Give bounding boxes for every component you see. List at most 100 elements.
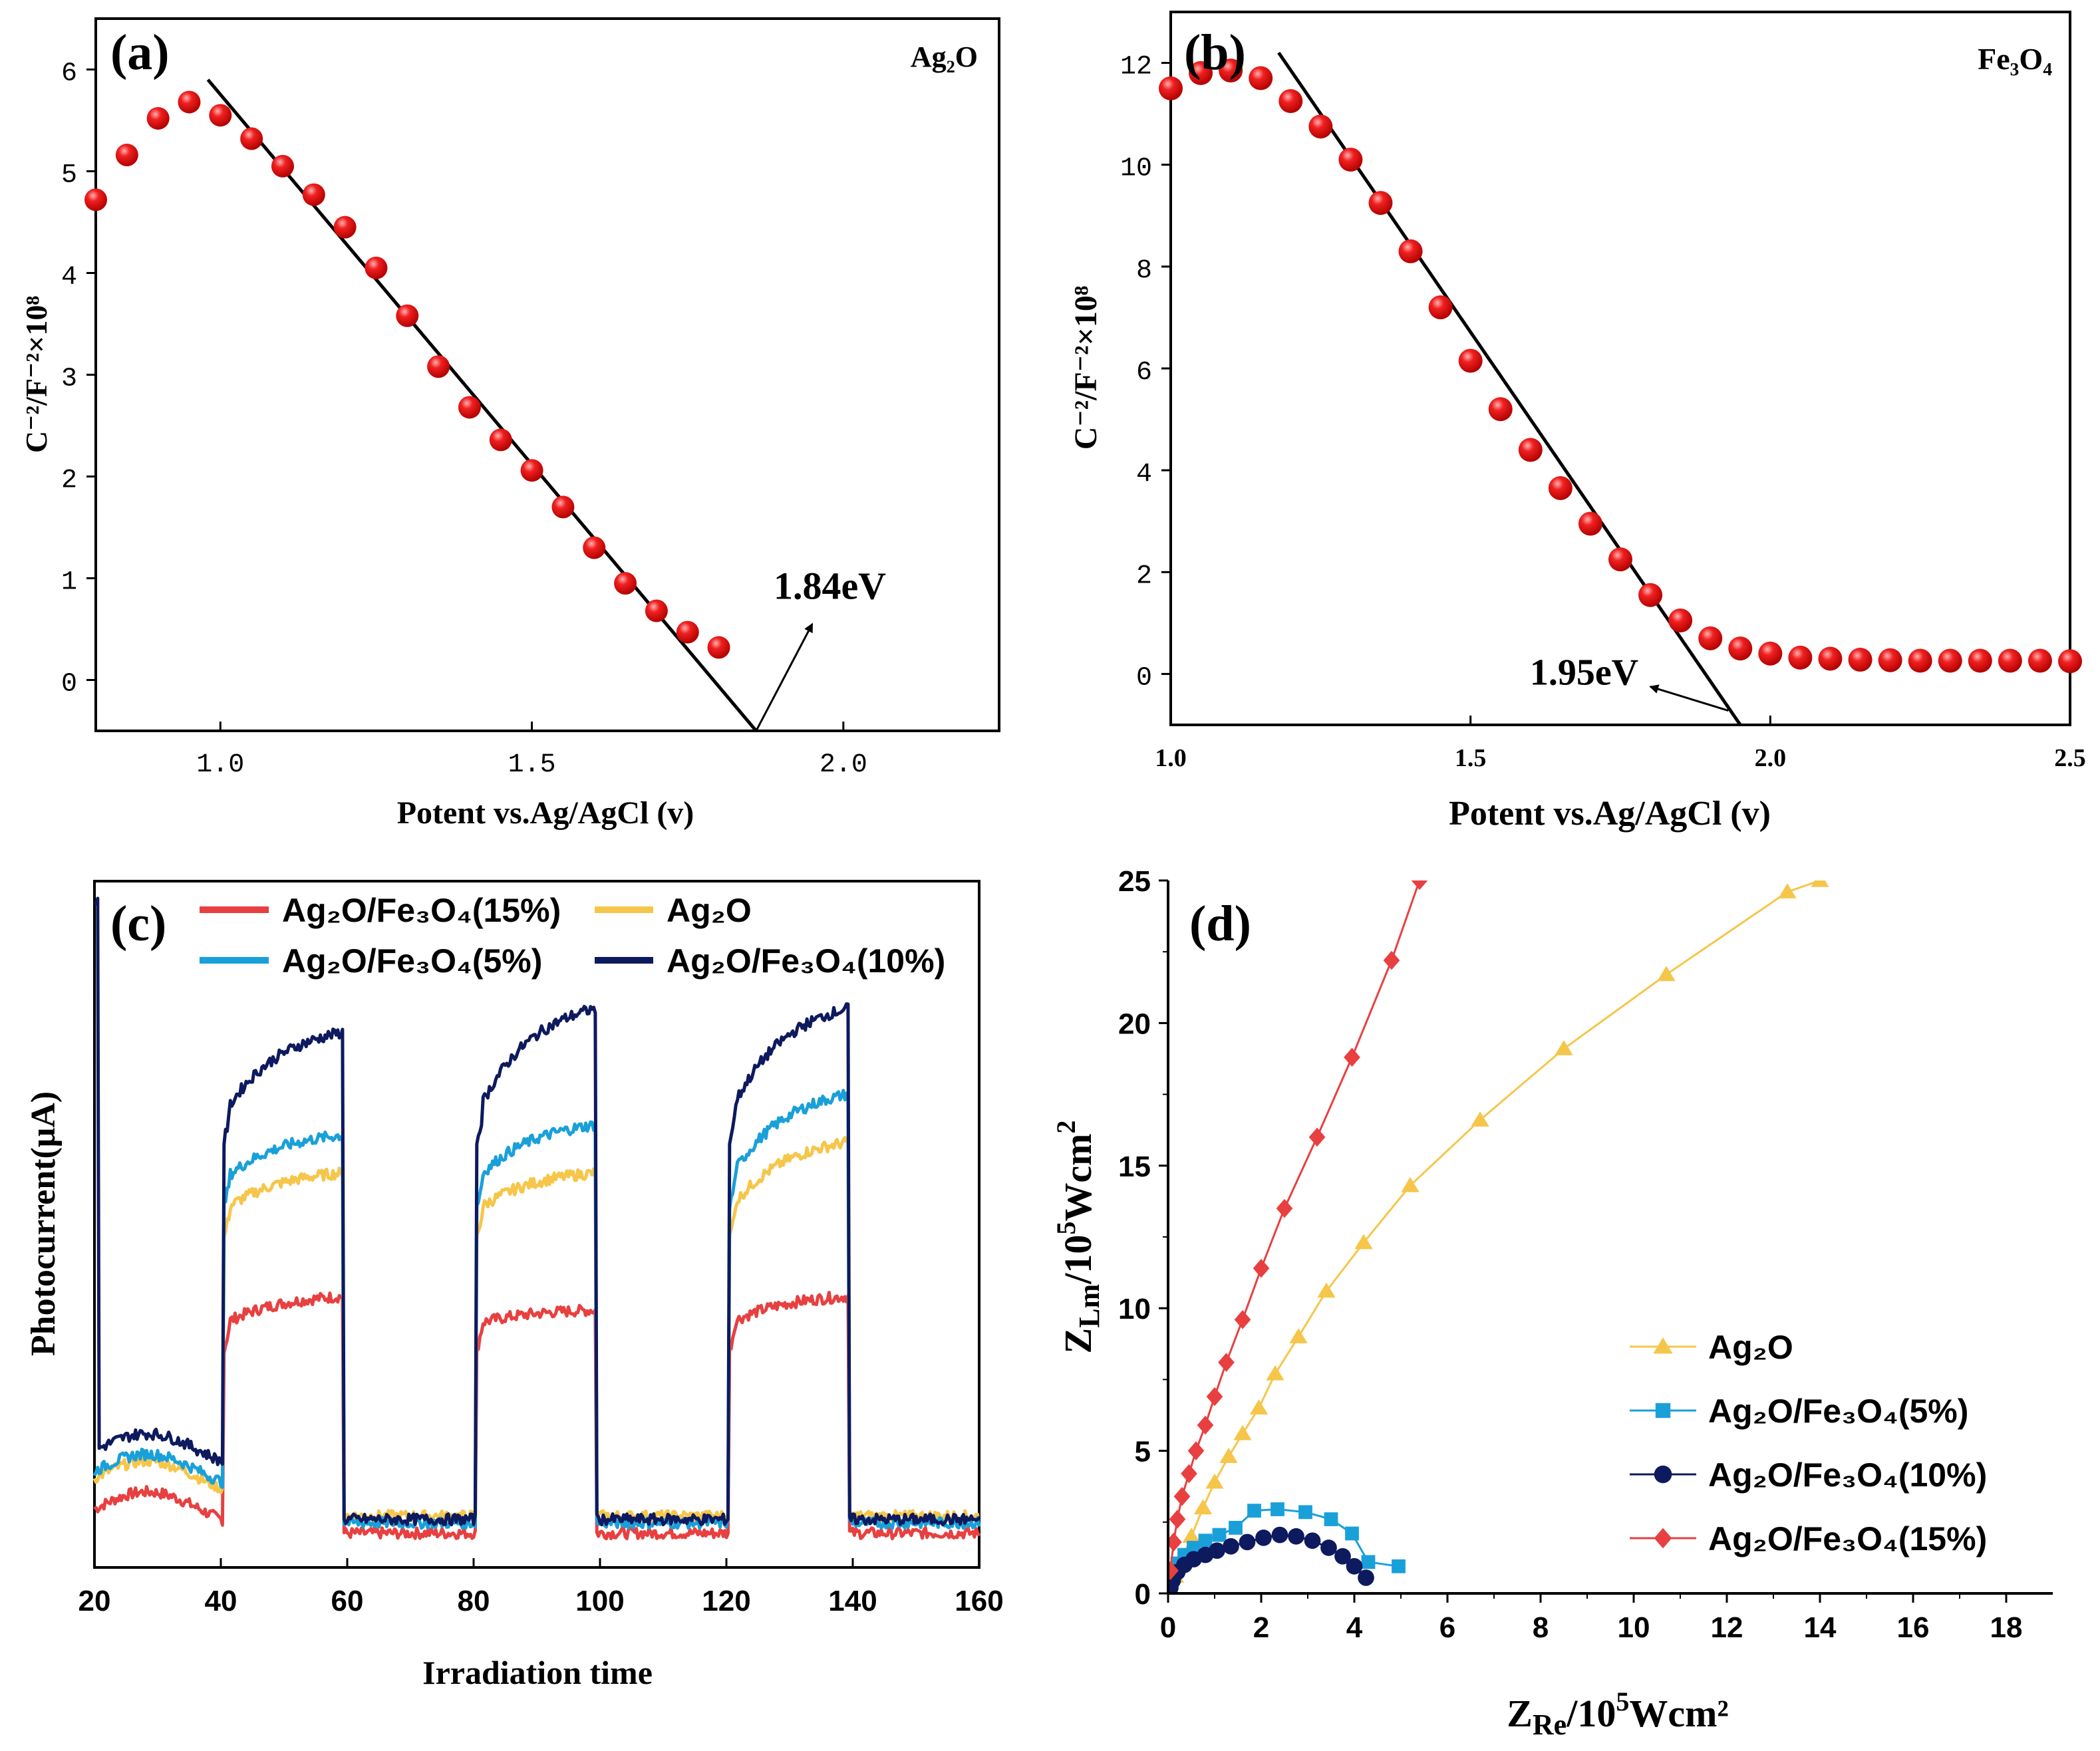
panel-a-ytick-label: 6 — [61, 59, 77, 89]
panel-d-series-1-point — [1198, 1534, 1213, 1548]
panel-d-series-1-point — [1187, 1540, 1201, 1555]
panel-d-series-0-point — [1182, 1528, 1201, 1543]
panel-b-ytick-label: 8 — [1136, 256, 1152, 286]
panel-d-ytick-label: 25 — [1118, 865, 1151, 898]
panel-d-ytick-label: 10 — [1118, 1293, 1151, 1325]
panel-c-series-navy — [94, 896, 980, 1527]
panel-d-label: (d) — [1189, 896, 1251, 952]
panel-a-point — [676, 620, 699, 644]
panel-b-corner-label: Fe₃O₄ — [1978, 42, 2052, 76]
panel-d-series-3-point — [1218, 1353, 1235, 1372]
panel-b-xtick-label: 1.0 — [1155, 744, 1187, 772]
panel-a-point — [396, 304, 419, 327]
panel-b-label: (b) — [1184, 25, 1246, 80]
panel-d-series-3-point — [1344, 1047, 1360, 1067]
panel-d-legend-marker-3 — [1654, 1528, 1672, 1549]
panel-b-ylabel: C⁻²/F⁻²×10⁸ — [1068, 286, 1104, 450]
panel-d-xtick-label: 18 — [1990, 1611, 2023, 1644]
panel-a-annotation: 1.84eV — [774, 564, 886, 607]
panel-b-point — [1278, 89, 1303, 113]
panel-d-xtick-label: 16 — [1897, 1611, 1930, 1644]
panel-a-point — [707, 636, 730, 659]
panel-c: 20 40 60 80 100 120 140 160 (c) Ag₂O/Fe₃O₄(15%)… — [25, 880, 1004, 1691]
panel-b-annotation: 1.95eV — [1530, 652, 1638, 694]
panel-d-legend-label-2: Ag₂O/Fe₃O₄(10%) — [1708, 1456, 1987, 1494]
panel-b-point — [1818, 646, 1843, 671]
panel-d-legend-marker-2 — [1654, 1465, 1672, 1484]
panel-a-xtick-label: 2.0 — [820, 750, 867, 780]
panel-b-point — [1398, 239, 1423, 263]
panel-d-series-3-point — [1173, 1486, 1191, 1506]
panel-a-corner-label: Ag₂O — [911, 41, 978, 73]
panel-b-point — [1908, 648, 1932, 673]
panel-a-point — [583, 536, 606, 559]
panel-d-series-2-point — [1334, 1548, 1351, 1565]
panel-d-ytick-label: 15 — [1118, 1150, 1151, 1183]
panel-d-xtick-label: 2 — [1253, 1611, 1269, 1644]
panel-d-xtick-label: 14 — [1804, 1611, 1837, 1644]
panel-d-xtick-label: 4 — [1346, 1611, 1363, 1644]
panel-d-series-0-point — [1401, 1176, 1420, 1192]
panel-d-series-0-point — [1354, 1234, 1373, 1250]
panel-a-label: (a) — [110, 25, 170, 80]
panel-d-xtick-label: 6 — [1439, 1611, 1455, 1644]
panel-b-ticks: 0 2 4 6 8 10 12 1.0 1.5 2.0 2.5 — [1120, 53, 2086, 772]
panel-a-point — [115, 144, 138, 167]
panel-b-point — [1728, 636, 1753, 661]
panel-d-series-2-point — [1239, 1534, 1256, 1551]
panel-d-plot-area — [1168, 880, 1829, 1593]
panel-d-series-line-3 — [1169, 880, 1421, 1571]
panel-b-ytick-label: 0 — [1136, 663, 1152, 693]
panel-c-legend-label-2: Ag₂O/Fe₃O₄(5%) — [282, 942, 542, 980]
panel-c-legend-label-1: Ag₂O — [667, 892, 752, 929]
panel-b-point — [1249, 66, 1273, 90]
panel-b-frame — [1169, 11, 2071, 726]
panel-b-ytick-label: 2 — [1136, 561, 1152, 591]
panel-a-point — [302, 183, 325, 206]
panel-d-xtick-label: 8 — [1533, 1611, 1549, 1644]
panel-a-ytick-label: 0 — [61, 670, 77, 700]
panel-a-ytick-label: 3 — [61, 364, 77, 394]
panel-b-point — [1308, 114, 1333, 139]
panel-d-legend-label-3: Ag₂O/Fe₃O₄(15%) — [1708, 1520, 1987, 1557]
panel-d-ytick-label: 0 — [1135, 1578, 1151, 1611]
panel-a-ytick-label: 5 — [61, 161, 77, 191]
panel-d-series-0-point — [1657, 966, 1676, 982]
panel-a-point — [365, 256, 388, 279]
panel-a-fit-line — [206, 78, 758, 732]
panel-a-point — [333, 215, 357, 239]
panel-a-point — [84, 188, 107, 211]
panel-d-series-0-point — [1205, 1473, 1224, 1489]
panel-a-point — [209, 104, 232, 127]
panel-d-ylabel: ZLm/105Wcm2 — [1051, 1121, 1106, 1354]
panel-d-series-0-point — [1219, 1448, 1238, 1463]
panel-a-point — [458, 396, 481, 419]
panel-d-legend-marker-1 — [1655, 1403, 1671, 1418]
panel-b-point — [2027, 648, 2052, 673]
panel-c-xtick-label: 140 — [828, 1585, 877, 1617]
panel-d-xtick-label: 12 — [1711, 1611, 1743, 1644]
panel-d-legend-label-1: Ag₂O/Fe₃O₄(5%) — [1708, 1393, 1968, 1430]
panel-b-ytick-label: 12 — [1120, 53, 1152, 82]
panel-b-point — [1518, 438, 1543, 462]
panel-b-point — [1338, 148, 1363, 172]
panel-d-series-2-point — [1271, 1526, 1288, 1544]
panel-d-series-3-point — [1181, 1464, 1197, 1484]
panel-c-ylabel: Photocurrent(μA) — [25, 1091, 63, 1356]
panel-d-series-1-point — [1271, 1502, 1284, 1516]
panel-d-series-3-point — [1308, 1127, 1326, 1147]
panel-d-series-2-point — [1358, 1569, 1374, 1586]
panel-d-series-0-point — [1233, 1424, 1252, 1440]
panel-d-xlabel: ZRe/105Wcm² — [1507, 1686, 1729, 1741]
panel-b: 0 2 4 6 8 10 12 1.0 1.5 2.0 2.5 (b) Fe₃O₄ 1.95eV P… — [1068, 11, 2086, 833]
panel-a: 0 1 2 3 4 5 6 1.0 1.5 2.0 (a) Ag₂O 1.84eV Potent … — [19, 17, 1000, 831]
panel-b-point — [1219, 59, 1243, 83]
panel-b-point — [1968, 648, 1992, 673]
panel-c-xlabel: Irradiation time — [422, 1654, 653, 1691]
panel-c-xtick-label: 80 — [458, 1585, 490, 1617]
panel-d-series-0-point — [1289, 1328, 1308, 1343]
panel-d-series-group — [1168, 880, 1829, 1593]
panel-d-series-2-point — [1320, 1540, 1337, 1556]
panel-a-xtick-label: 1.5 — [508, 750, 556, 780]
panel-b-ytick-label: 10 — [1120, 154, 1152, 184]
